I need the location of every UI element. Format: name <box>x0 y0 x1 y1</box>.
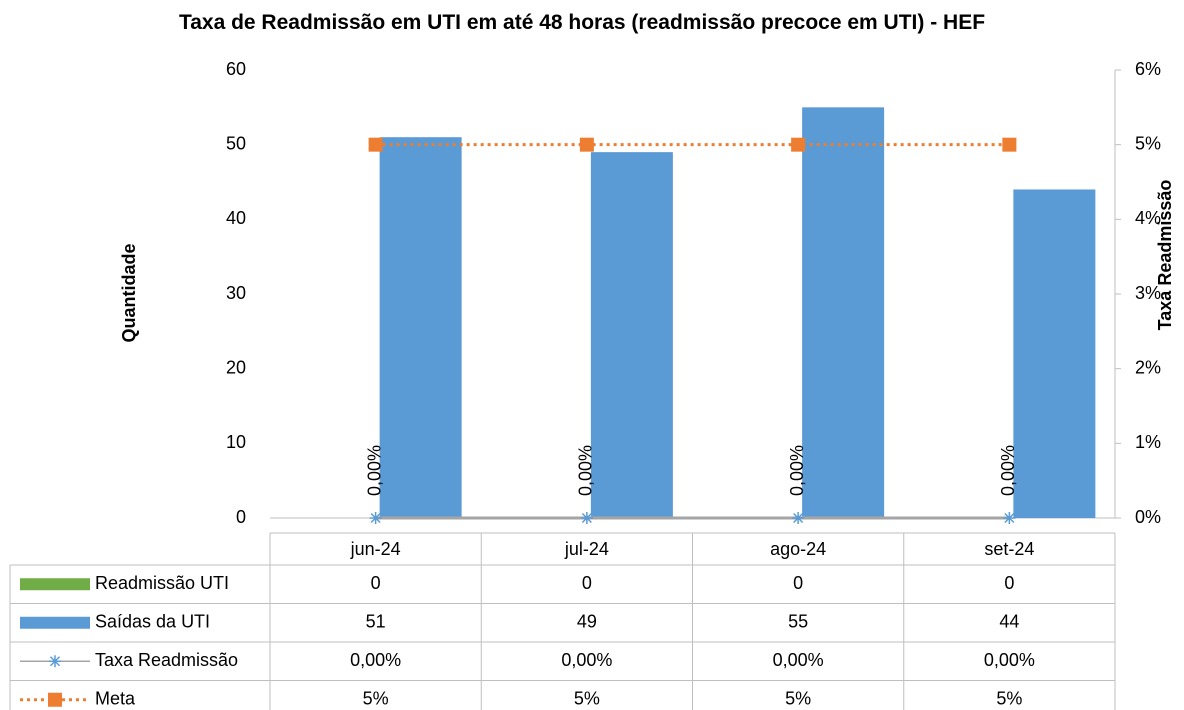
legend-marker <box>49 655 61 668</box>
y2-tick-label: 1% <box>1135 432 1161 452</box>
y-tick-label: 20 <box>226 357 246 377</box>
legend-marker <box>48 692 62 707</box>
table-cell: 0 <box>371 573 381 593</box>
y-tick-label: 10 <box>226 432 246 452</box>
legend-label: Saídas da UTI <box>95 612 210 632</box>
data-label: 0,00% <box>998 445 1018 496</box>
line-marker <box>792 512 805 524</box>
line-marker <box>791 137 806 152</box>
table-cell: 0,00% <box>561 650 612 670</box>
table-cell: 5% <box>785 689 811 709</box>
line-marker <box>1002 137 1017 152</box>
y-axis-label: Quantidade <box>119 243 139 342</box>
legend-label: Readmissão UTI <box>95 573 229 593</box>
table-cell: 0 <box>1004 573 1014 593</box>
line-marker <box>369 512 382 524</box>
table-cell: 0,00% <box>984 650 1035 670</box>
bar <box>802 107 885 518</box>
legend-label: Taxa Readmissão <box>95 650 238 670</box>
legend-swatch <box>20 616 90 629</box>
y2-tick-label: 2% <box>1135 357 1161 377</box>
legend-label: Meta <box>95 689 136 709</box>
y-tick-label: 40 <box>226 208 246 228</box>
table-cell: 0 <box>793 573 803 593</box>
x-tick-label: set-24 <box>984 539 1034 559</box>
table-cell: 0,00% <box>773 650 824 670</box>
table-cell: 5% <box>363 689 389 709</box>
bar <box>590 152 673 518</box>
table-cell: 5% <box>996 689 1022 709</box>
bar <box>379 137 462 518</box>
y2-tick-label: 6% <box>1135 59 1161 79</box>
y2-tick-label: 0% <box>1135 507 1161 527</box>
y2-axis-label: Taxa Readmissão <box>1155 180 1175 331</box>
x-tick-label: jul-24 <box>564 539 609 559</box>
line-marker <box>368 137 383 152</box>
table-cell: 0,00% <box>350 650 401 670</box>
table-cell: 44 <box>999 612 1019 632</box>
y-tick-label: 30 <box>226 283 246 303</box>
y-tick-label: 50 <box>226 133 246 153</box>
data-label: 0,00% <box>364 445 384 496</box>
line-marker <box>579 137 594 152</box>
data-label: 0,00% <box>576 445 596 496</box>
y2-tick-label: 5% <box>1135 133 1161 153</box>
x-tick-label: jun-24 <box>350 539 401 559</box>
table-cell: 55 <box>788 612 808 632</box>
y2-tick-label: 4% <box>1135 208 1161 228</box>
y2-tick-label: 3% <box>1135 283 1161 303</box>
line-marker <box>1003 512 1016 524</box>
line-marker <box>580 512 593 524</box>
y-tick-label: 60 <box>226 59 246 79</box>
x-tick-label: ago-24 <box>770 539 826 559</box>
chart-title: Taxa de Readmissão em UTI em até 48 hora… <box>178 11 986 34</box>
table-cell: 5% <box>574 689 600 709</box>
table-cell: 51 <box>366 612 386 632</box>
bar <box>1013 189 1096 518</box>
table-cell: 0 <box>582 573 592 593</box>
legend-swatch <box>20 578 90 591</box>
table-cell: 49 <box>577 612 597 632</box>
data-label: 0,00% <box>787 445 807 496</box>
y-tick-label: 0 <box>236 507 246 527</box>
